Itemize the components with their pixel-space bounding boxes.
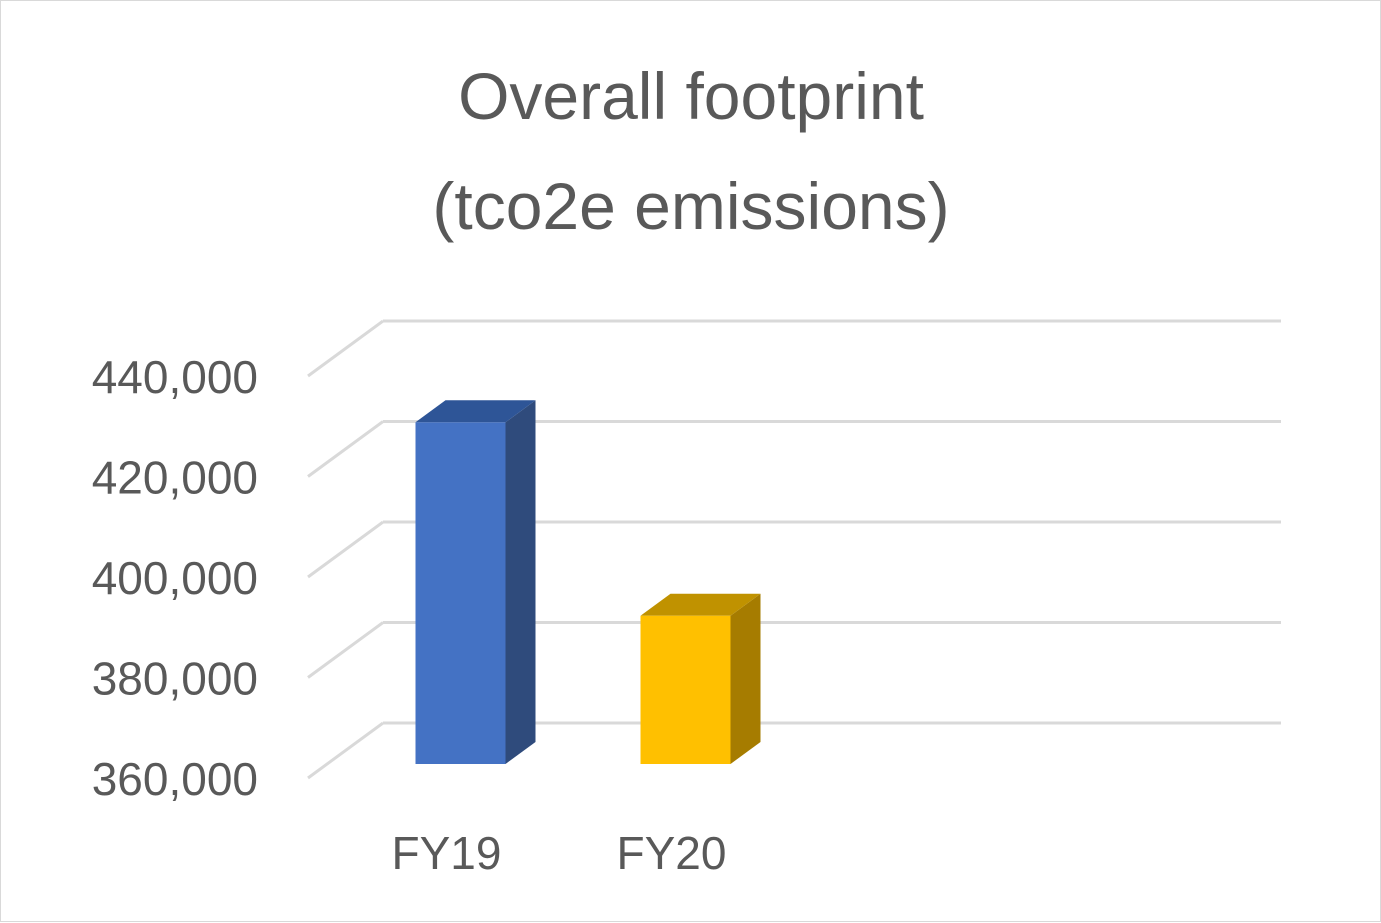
bar-top-face — [640, 593, 761, 616]
gridline-side — [307, 520, 384, 579]
y-tick-label: 440,000 — [92, 351, 258, 403]
gridline-side — [307, 621, 384, 679]
bar-front-face — [415, 422, 506, 764]
chart-title-line-2: (tco2e emissions) — [432, 169, 949, 243]
y-tick-label: 420,000 — [92, 452, 258, 504]
bar-fy20 — [640, 593, 761, 764]
x-tick-label: FY19 — [392, 827, 502, 879]
y-axis-tick-labels: 360,000 380,000 400,000 420,000 440,000 — [92, 351, 258, 805]
gridline-side — [307, 319, 384, 378]
y-tick-label: 400,000 — [92, 552, 258, 604]
bar-front-face — [640, 615, 731, 764]
bar-side-face — [505, 400, 536, 764]
x-tick-label: FY20 — [617, 827, 727, 879]
x-axis-tick-labels: FY19 FY20 — [392, 827, 727, 879]
gridline-side — [307, 721, 384, 780]
y-tick-label: 360,000 — [92, 753, 258, 805]
bar-fy19 — [415, 400, 536, 764]
chart-title-line-1: Overall footprint — [458, 59, 924, 133]
bars — [415, 400, 761, 764]
bar-side-face — [730, 593, 761, 764]
gridline-side — [307, 420, 384, 478]
bar-top-face — [415, 400, 536, 423]
y-tick-label: 380,000 — [92, 653, 258, 705]
